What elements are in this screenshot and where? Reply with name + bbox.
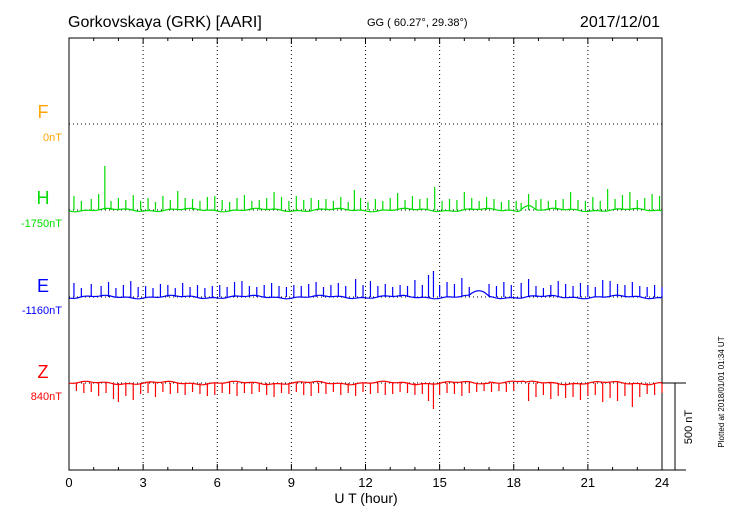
scale-bar	[662, 382, 686, 471]
x-tick-label: 24	[655, 475, 669, 490]
x-tick-label: 0	[65, 475, 72, 490]
x-tick-label: 12	[358, 475, 372, 490]
x-tick-label: 21	[581, 475, 595, 490]
x-tick-label: 6	[214, 475, 221, 490]
x-tick-label: 15	[432, 475, 446, 490]
station-title: Gorkovskaya (GRK) [AARI]	[68, 14, 262, 31]
series-name-h: H	[37, 188, 50, 208]
date-label: 2017/12/01	[580, 14, 660, 31]
series-baseline-f: 0nT	[43, 132, 62, 144]
series-labels: F 0nT H -1750nT E -1160nT Z 840nT	[21, 102, 62, 403]
series-name-f: F	[38, 102, 49, 122]
coordinates-label: GG ( 60.27°, 29.38°)	[367, 17, 468, 29]
plotted-at-note: Plotted at 2018/01/01 01:34 UT	[717, 336, 726, 447]
series-baseline-z: 840nT	[31, 391, 62, 403]
x-axis-ticks: 0 3 6 9 12 15 18 21 24	[65, 38, 669, 490]
series-line-z	[68, 380, 662, 386]
x-tick-label: 9	[288, 475, 295, 490]
x-axis-label: U T (hour)	[334, 490, 397, 506]
x-tick-label: 18	[507, 475, 521, 490]
series-name-z: Z	[38, 362, 49, 382]
series-name-e: E	[37, 276, 49, 296]
series-baseline-e: -1160nT	[22, 305, 62, 317]
scale-bar-label: 500 nT	[683, 410, 695, 445]
series-layer	[68, 166, 663, 409]
x-tick-label: 3	[140, 475, 147, 490]
grid-lines	[69, 38, 662, 470]
series-baseline-h: -1750nT	[21, 218, 62, 230]
